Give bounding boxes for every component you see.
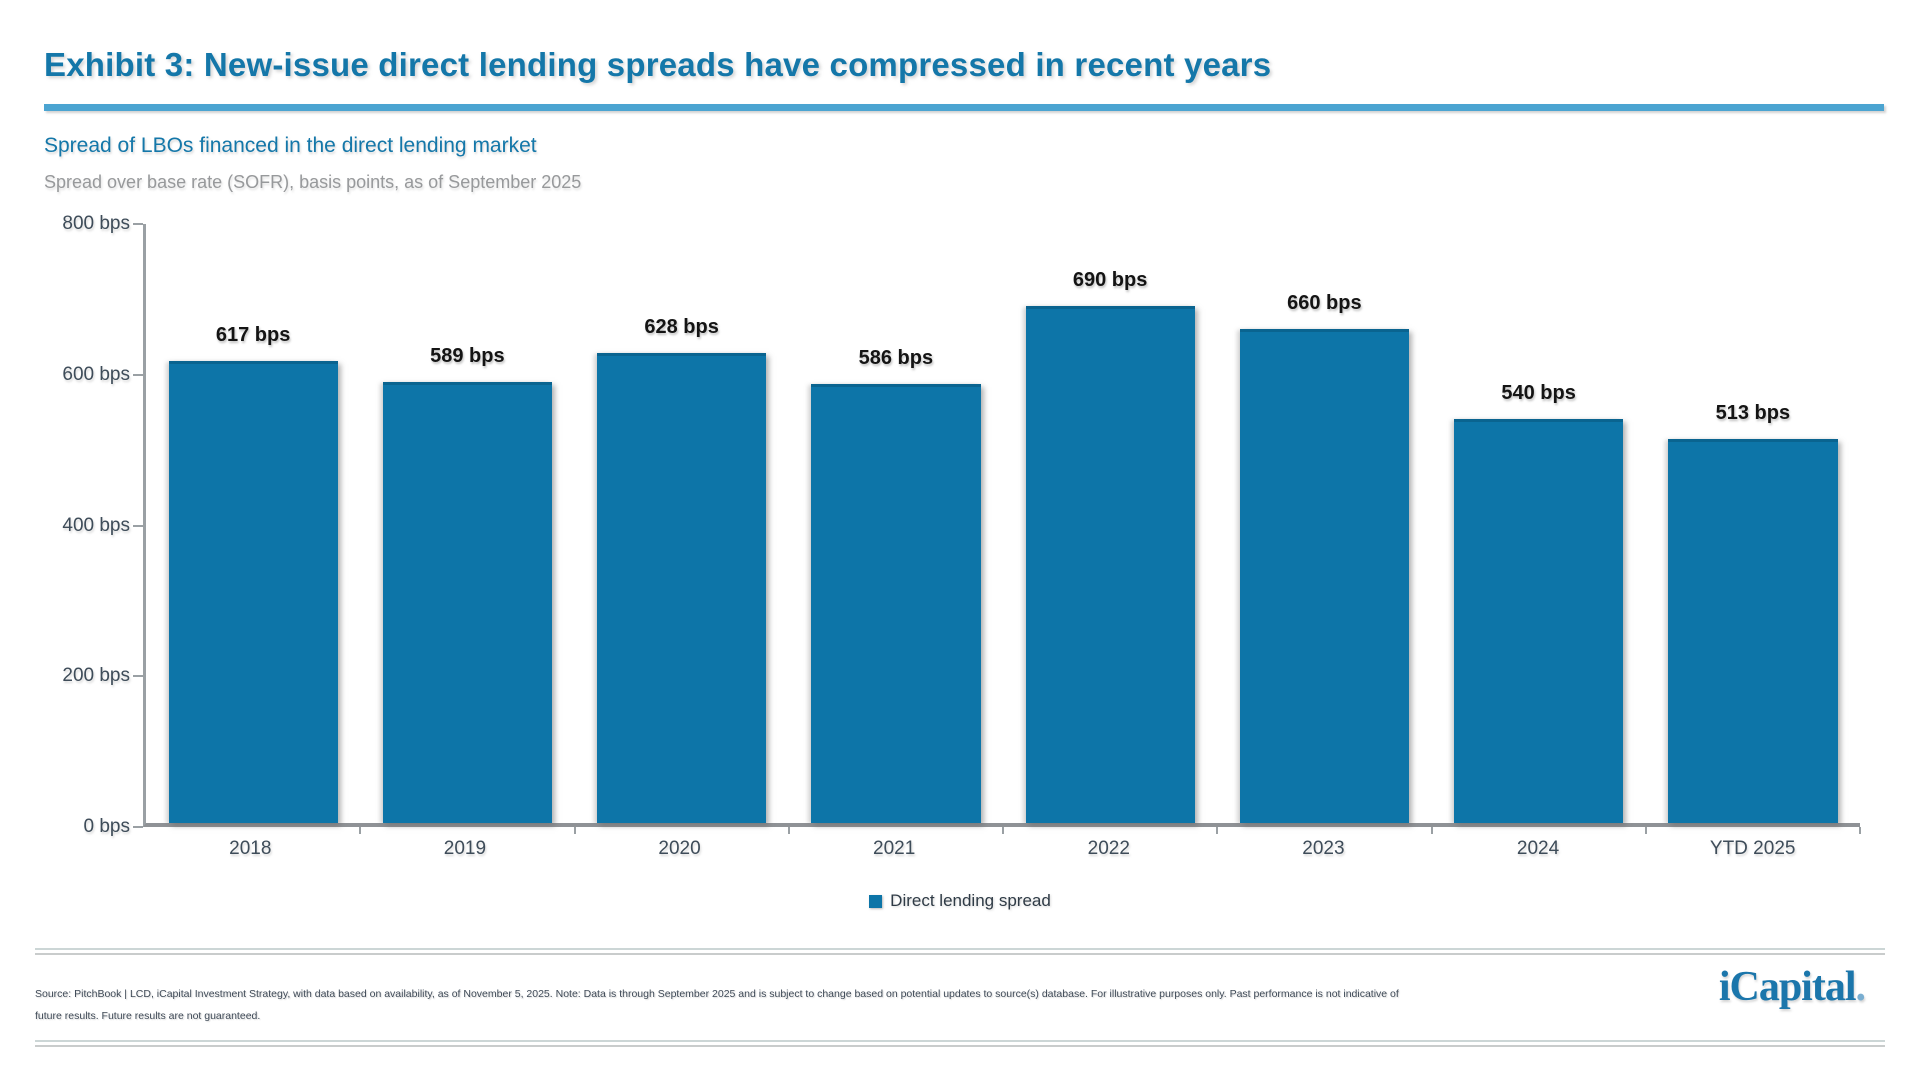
bar-value-label: 513 bps	[1715, 401, 1791, 424]
bar-value-label: 690 bps	[1072, 269, 1148, 292]
y-axis-label: 800 bps	[62, 213, 130, 234]
y-axis-labels: 800 bps 600 bps 400 bps 200 bps 0 bps	[30, 213, 130, 837]
footer-divider-top	[35, 948, 1885, 955]
x-axis-label: 2022	[1087, 838, 1130, 859]
bar-value-label: 617 bps	[215, 324, 291, 347]
chart-subtitle: Spread over base rate (SOFR), basis poin…	[44, 172, 582, 192]
plot-area: 617 bps 589 bps 628 bps 586 bps 690 bps 660 b…	[143, 224, 1861, 834]
title-divider-rule	[44, 104, 1884, 111]
y-axis-ticks	[133, 223, 143, 828]
y-axis-tick	[133, 826, 143, 828]
icapital-logo: iCapital.	[1718, 963, 1866, 1011]
bar-value-label: 586 bps	[858, 347, 934, 370]
bar-value-label: 628 bps	[644, 315, 719, 338]
x-axis-label: YTD 2025	[1709, 838, 1796, 859]
y-axis-tick	[133, 675, 143, 678]
bar	[1025, 306, 1195, 823]
x-axis-boundary-tick	[1430, 827, 1433, 834]
x-axis-label: 2020	[658, 838, 701, 859]
bar	[1668, 438, 1838, 823]
bar-value-label: 660 bps	[1287, 291, 1362, 314]
bar	[168, 361, 338, 823]
bar-slot: 540 bps	[1432, 224, 1646, 823]
bar-value-label: 589 bps	[430, 345, 505, 367]
x-axis-label: 2019	[443, 838, 487, 859]
y-axis-tick	[133, 223, 143, 225]
legend-swatch-icon	[869, 894, 883, 908]
legend-label: Direct lending spread	[890, 891, 1051, 910]
bar	[1454, 418, 1624, 823]
y-axis-label: 0 bps	[83, 816, 130, 837]
x-axis-boundary-tick	[1216, 827, 1219, 834]
x-axis-boundary-tick	[573, 827, 576, 834]
x-axis-label: 2018	[229, 838, 272, 859]
y-axis-tick	[133, 373, 143, 376]
bar-slot: 660 bps	[1217, 224, 1431, 823]
bar	[597, 352, 767, 823]
x-axis-boundary-tick	[1859, 827, 1861, 834]
chart-title: Spread of LBOs financed in the direct le…	[44, 134, 537, 157]
exhibit-title: Exhibit 3: New-issue direct lending spre…	[44, 46, 1272, 83]
y-axis-label: 600 bps	[62, 363, 130, 385]
icapital-logo-text: iCapital	[1718, 964, 1857, 1010]
bar	[1239, 328, 1409, 823]
chart-legend: Direct lending spread	[0, 891, 1920, 911]
bar-slot: 586 bps	[789, 224, 1003, 823]
bar-slot: 628 bps	[575, 224, 789, 823]
x-axis-boundary-tick	[1644, 827, 1647, 834]
source-note: Source: PitchBook | LCD, iCapital Invest…	[35, 988, 1399, 1022]
bar	[811, 384, 981, 823]
footer-divider-bottom	[35, 1040, 1885, 1047]
bar-slot: 589 bps	[360, 224, 574, 823]
x-axis-boundary-tick	[359, 827, 362, 834]
x-axis-label: 2021	[873, 838, 916, 859]
icapital-logo-dot: .	[1855, 964, 1866, 1010]
x-axis-boundary-tick	[787, 827, 790, 834]
bar	[382, 382, 552, 823]
y-axis-label: 400 bps	[62, 514, 130, 536]
x-axis-label: 2024	[1516, 838, 1560, 859]
x-axis-label: 2023	[1302, 838, 1345, 859]
x-axis-labels: 2018 2019 2020 2021 2022 2023 2024 YTD 2025	[143, 838, 1860, 860]
bar-slot: 513 bps	[1646, 224, 1860, 823]
bar-slot: 617 bps	[146, 224, 360, 823]
y-axis-label: 200 bps	[62, 665, 130, 687]
x-axis-boundary-tick	[1002, 827, 1004, 834]
y-axis-tick	[133, 524, 143, 527]
bar-value-label: 540 bps	[1501, 381, 1576, 404]
bar-slot: 690 bps	[1003, 224, 1217, 823]
